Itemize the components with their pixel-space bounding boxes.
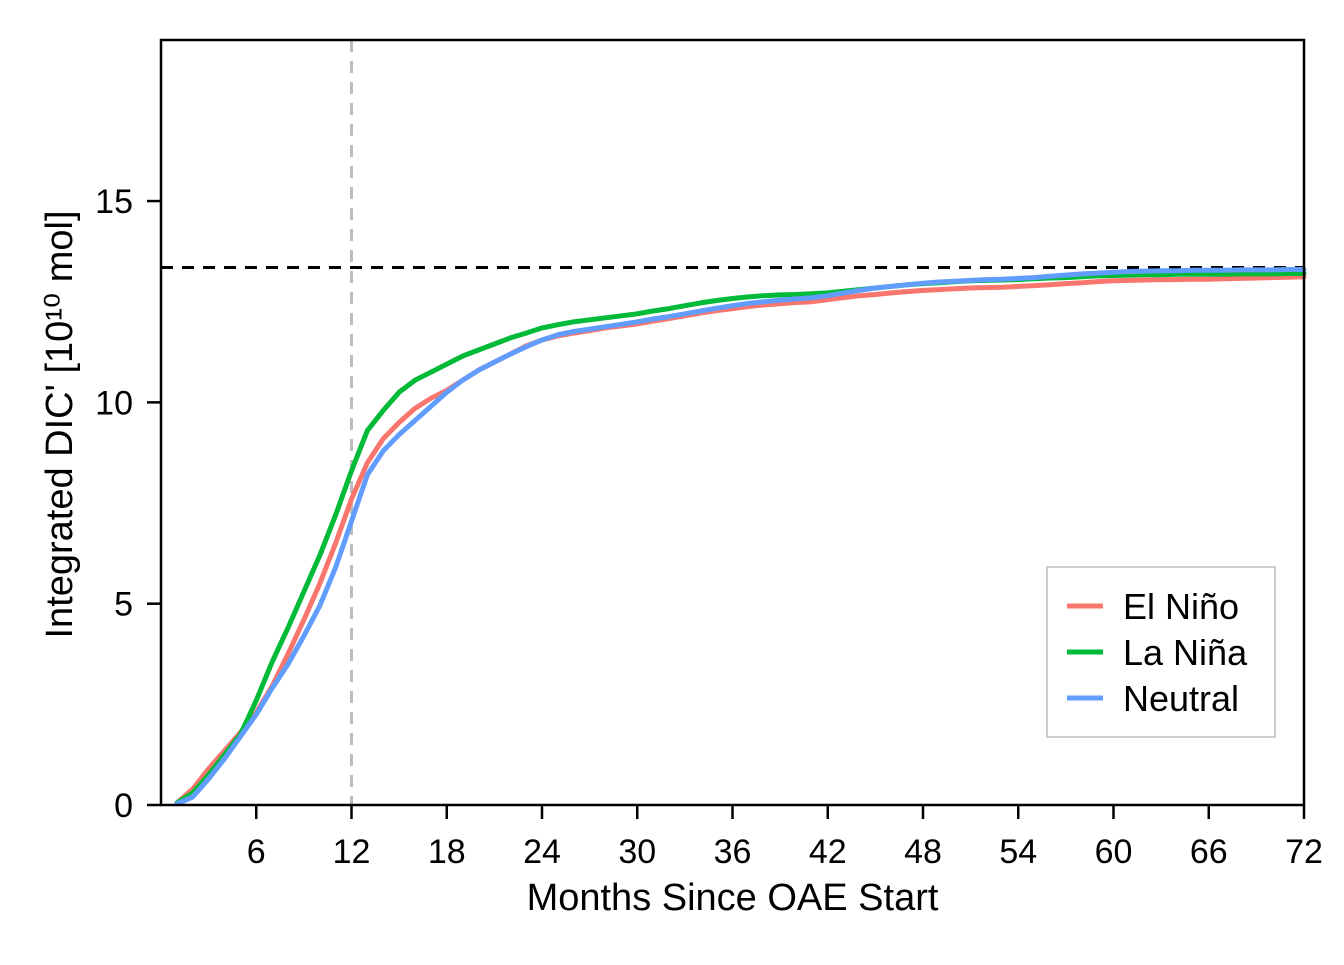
x-tick-label: 30 xyxy=(618,833,656,871)
y-axis-title: Integrated DIC' [10¹⁰ mol] xyxy=(39,210,81,638)
x-tick-label: 36 xyxy=(714,833,752,871)
x-tick-label: 18 xyxy=(428,833,466,871)
x-axis: 6 12 18 24 30 36 42 48 54 60 66 72 xyxy=(247,805,1323,871)
series-line-el-nino xyxy=(174,274,1307,806)
legend: El Niño La Niña Neutral xyxy=(1046,566,1276,738)
legend-label-neutral: Neutral xyxy=(1123,678,1239,719)
y-tick-label: 5 xyxy=(114,586,133,624)
x-tick-label: 60 xyxy=(1095,833,1133,871)
x-tick-label: 72 xyxy=(1285,833,1323,871)
y-axis: 0 5 10 15 xyxy=(95,183,161,825)
x-tick-label: 24 xyxy=(523,833,561,871)
x-tick-label: 6 xyxy=(247,833,266,871)
y-tick-label: 0 xyxy=(114,787,133,825)
legend-label-el-nino: El Niño xyxy=(1123,586,1239,627)
series-lines xyxy=(174,267,1307,807)
series-line-neutral xyxy=(174,267,1307,807)
y-tick-label: 10 xyxy=(95,384,133,422)
x-tick-label: 54 xyxy=(999,833,1037,871)
x-axis-title: Months Since OAE Start xyxy=(527,877,939,919)
x-tick-label: 66 xyxy=(1190,833,1228,871)
x-tick-label: 48 xyxy=(904,833,942,871)
legend-label-la-nina: La Niña xyxy=(1123,632,1248,673)
reference-lines xyxy=(161,40,1304,805)
x-tick-label: 12 xyxy=(333,833,371,871)
x-tick-label: 42 xyxy=(809,833,847,871)
y-tick-label: 15 xyxy=(95,183,133,221)
series-line-la-nina xyxy=(174,271,1307,806)
